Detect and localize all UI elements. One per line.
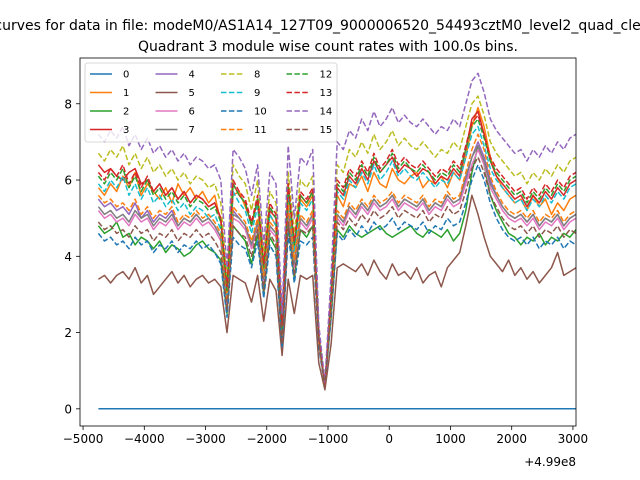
series-line-12 — [97, 118, 577, 387]
y-tick-label: 4 — [64, 250, 72, 264]
y-axis: 0 2 4 6 8 — [64, 97, 80, 416]
series-line-11 — [97, 133, 577, 387]
y-tick-label: 0 — [64, 402, 72, 416]
y-tick-label: 6 — [64, 174, 72, 188]
series-line-8 — [97, 95, 577, 383]
x-tick-label: −1000 — [308, 432, 349, 446]
x-tick-label: 0 — [385, 432, 393, 446]
series-line-10 — [97, 164, 577, 387]
series-line-5 — [98, 194, 577, 391]
x-tick-label: −5000 — [63, 432, 104, 446]
legend-label-3: 3 — [123, 125, 129, 136]
legend-label-2: 2 — [123, 107, 129, 118]
legend-label-8: 8 — [254, 70, 260, 81]
legend-frame — [84, 62, 338, 143]
series-layer — [97, 72, 577, 410]
legend-label-10: 10 — [254, 107, 267, 118]
legend-label-5: 5 — [189, 88, 195, 99]
x-axis: −5000 −4000 −3000 −2000 −1000 0 1000 2000 3000 — [63, 426, 588, 446]
legend-label-13: 13 — [320, 88, 333, 99]
series-line-7 — [97, 144, 577, 387]
series-line-15 — [97, 156, 577, 387]
x-tick-label: 2000 — [496, 432, 527, 446]
figure-suptitle: Light curves for data in file: modeM0/AS… — [0, 18, 640, 34]
legend-label-14: 14 — [320, 107, 333, 118]
x-tick-label: −4000 — [124, 432, 165, 446]
legend-label-11: 11 — [254, 125, 267, 136]
legend-label-0: 0 — [123, 70, 129, 81]
legend-label-4: 4 — [189, 70, 195, 81]
x-tick-label: 3000 — [558, 432, 589, 446]
legend-label-7: 7 — [189, 125, 195, 136]
chart-title: Quadrant 3 module wise count rates with … — [138, 39, 518, 55]
y-tick-label: 8 — [64, 97, 72, 111]
x-axis-offset-label: +4.99e8 — [524, 455, 576, 469]
legend-label-12: 12 — [320, 70, 333, 81]
series-line-14 — [97, 72, 577, 383]
plot-area — [79, 57, 577, 427]
legend-label-15: 15 — [320, 125, 333, 136]
x-tick-label: 1000 — [435, 432, 466, 446]
x-tick-label: −2000 — [246, 432, 287, 446]
legend-label-1: 1 — [123, 88, 129, 99]
x-tick-label: −3000 — [185, 432, 226, 446]
series-line-13 — [97, 114, 577, 387]
y-tick-label: 2 — [64, 326, 72, 340]
legend-label-9: 9 — [254, 88, 260, 99]
legend-label-6: 6 — [189, 107, 195, 118]
